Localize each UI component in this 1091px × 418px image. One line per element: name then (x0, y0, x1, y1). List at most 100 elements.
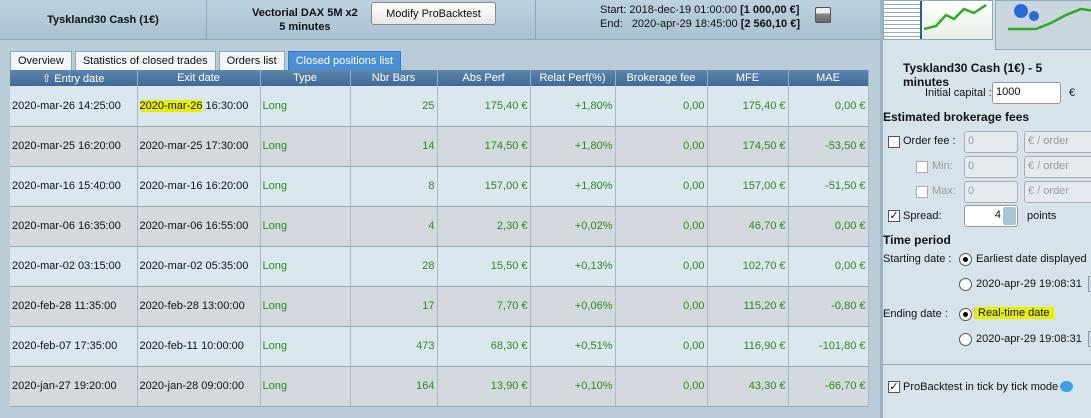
end-value: [2 560,10 €] (740, 18, 801, 30)
table-cell: 0,00 (615, 86, 708, 127)
table-cell: +0,02% (530, 206, 616, 247)
table-cell: 25 (350, 86, 438, 127)
table-cell: 2020-mar-16 15:40:00 (10, 166, 138, 207)
table-view-thumbnail[interactable] (883, 0, 993, 40)
start-earliest-label: Earliest date displayed (976, 253, 1087, 265)
column-header[interactable]: ⇧ Entry date (10, 70, 138, 86)
table-cell: 2020-mar-16 16:20:00 (137, 166, 261, 207)
closed-positions-table: ⇧ Entry date Exit date Type Nbr Bars Abs Per… (10, 70, 869, 407)
toolbar: Tyskland30 Cash (1€) Vectorial DAX 5M x2… (0, 0, 880, 40)
initial-capital-input[interactable]: 1000 (992, 82, 1061, 104)
highlighted-date: 2020-mar-26 (139, 99, 203, 112)
info-bubble-icon[interactable] (1060, 381, 1073, 392)
table-cell: 2020-mar-26 16:30:00 (137, 86, 261, 127)
tick-mode-label: ProBacktest in tick by tick mode (903, 381, 1059, 393)
chart-view-thumbnail[interactable] (995, 0, 1091, 50)
calendar-icon[interactable] (1088, 331, 1091, 347)
table-cell: 164 (350, 366, 438, 407)
column-header[interactable]: Exit date (137, 70, 261, 86)
table-cell: -101,80 € (788, 326, 869, 367)
tab-statistics[interactable]: Statistics of closed trades (74, 51, 216, 70)
start-value: [1 000,00 €] (740, 4, 800, 16)
table-row[interactable]: 2020-mar-02 03:15:00 2020-mar-02 05:35:00… (10, 246, 869, 287)
table-cell: 157,00 € (707, 166, 789, 207)
panel-title: Tyskland30 Cash (1€) - 5 minutes (903, 61, 1043, 89)
print-icon[interactable] (815, 7, 831, 23)
column-header[interactable]: Type (260, 70, 351, 86)
modify-probacktest-button[interactable]: Modify ProBacktest (371, 2, 496, 25)
start-custom-radio[interactable] (959, 278, 972, 291)
table-cell: 15,50 € (437, 246, 531, 287)
table-cell: 115,20 € (707, 286, 789, 327)
column-header[interactable]: MFE (707, 70, 789, 86)
end-realtime-radio[interactable] (959, 308, 972, 321)
tick-mode-checkbox[interactable]: ✓ (888, 381, 900, 393)
fees-heading: Estimated brokerage fees (883, 110, 1030, 124)
table-cell: +1,80% (530, 126, 616, 167)
max-unit-select[interactable]: € / order (1024, 181, 1091, 203)
table-cell: 2020-mar-06 16:35:00 (10, 206, 138, 247)
table-cell: -53,50 € (788, 126, 869, 167)
order-fee-input[interactable]: 0 (964, 131, 1018, 153)
column-header[interactable]: Brokerage fee (615, 70, 708, 86)
min-unit-select[interactable]: € / order (1024, 156, 1091, 178)
table-cell: 2020-feb-11 10:00:00 (137, 326, 261, 367)
system-info: Vectorial DAX 5M x2 5 minutes (252, 6, 358, 34)
system-name: Vectorial DAX 5M x2 (252, 7, 358, 19)
table-cell: 4 (350, 206, 438, 247)
table-cell: 0,00 € (788, 86, 869, 127)
end-realtime-label: Real-time date (974, 307, 1054, 319)
table-cell: 43,30 € (707, 366, 789, 407)
column-header[interactable]: MAE (788, 70, 869, 86)
table-cell: 116,90 € (707, 326, 789, 367)
table-cell: 2020-mar-02 05:35:00 (137, 246, 261, 287)
table-cell: 2020-mar-25 17:30:00 (137, 126, 261, 167)
calendar-icon[interactable] (1088, 276, 1091, 292)
spread-unit: points (1027, 210, 1057, 222)
table-row[interactable]: 2020-feb-07 17:35:00 2020-feb-11 10:00:00… (10, 326, 869, 367)
table-row[interactable]: 2020-jan-27 19:20:00 2020-jan-28 09:00:00… (10, 366, 869, 407)
min-checkbox[interactable] (916, 161, 928, 173)
table-cell: 2020-mar-26 14:25:00 (10, 86, 138, 127)
table-cell: +1,80% (530, 86, 616, 127)
table-cell: -0,80 € (788, 286, 869, 327)
tab-closed-positions[interactable]: Closed positions list (287, 51, 401, 70)
column-header[interactable]: Abs Perf (437, 70, 531, 86)
spread-checkbox[interactable]: ✓ (888, 210, 900, 222)
order-fee-checkbox[interactable] (888, 136, 900, 148)
table-cell: 157,00 € (437, 166, 531, 207)
table-cell: 2020-mar-06 16:55:00 (137, 206, 261, 247)
table-cell: 68,30 € (437, 326, 531, 367)
end-custom-radio[interactable] (959, 333, 972, 346)
table-row[interactable]: 2020-mar-25 16:20:00 2020-mar-25 17:30:00… (10, 126, 869, 167)
max-input[interactable]: 0 (964, 181, 1018, 203)
table-cell: Long (260, 246, 351, 287)
tab-orders-list[interactable]: Orders list (218, 51, 285, 70)
table-cell: 174,50 € (707, 126, 789, 167)
max-checkbox[interactable] (916, 186, 928, 198)
order-fee-label: Order fee : (903, 135, 956, 147)
table-cell: 0,00 (615, 166, 708, 207)
column-header[interactable]: Nbr Bars (350, 70, 438, 86)
table-cell: Long (260, 366, 351, 407)
table-row[interactable]: 2020-mar-06 16:35:00 2020-mar-06 16:55:00… (10, 206, 869, 247)
min-input[interactable]: 0 (964, 156, 1018, 178)
order-fee-unit-select[interactable]: € / order (1024, 131, 1091, 153)
table-row[interactable]: 2020-mar-16 15:40:00 2020-mar-16 16:20:00… (10, 166, 869, 207)
spread-stepper-arrows-icon[interactable] (1003, 207, 1016, 225)
table-row[interactable]: 2020-feb-28 11:35:00 2020-feb-28 13:00:00… (10, 286, 869, 327)
divider (883, 364, 1091, 365)
table-row[interactable]: 2020-mar-26 14:25:00 2020-mar-26 16:30:00… (10, 86, 869, 127)
table-cell: -66,70 € (788, 366, 869, 407)
currency-label: € (1069, 87, 1076, 99)
tab-overview[interactable]: Overview (10, 51, 72, 70)
table-cell: Long (260, 166, 351, 207)
table-cell: 28 (350, 246, 438, 287)
table-cell: 46,70 € (707, 206, 789, 247)
table-cell: 0,00 € (788, 246, 869, 287)
column-header[interactable]: Relat Perf(%) (530, 70, 616, 86)
table-cell: Long (260, 286, 351, 327)
table-cell: 0,00 (615, 366, 708, 407)
table-icon (884, 1, 922, 39)
start-earliest-radio[interactable] (959, 253, 972, 266)
